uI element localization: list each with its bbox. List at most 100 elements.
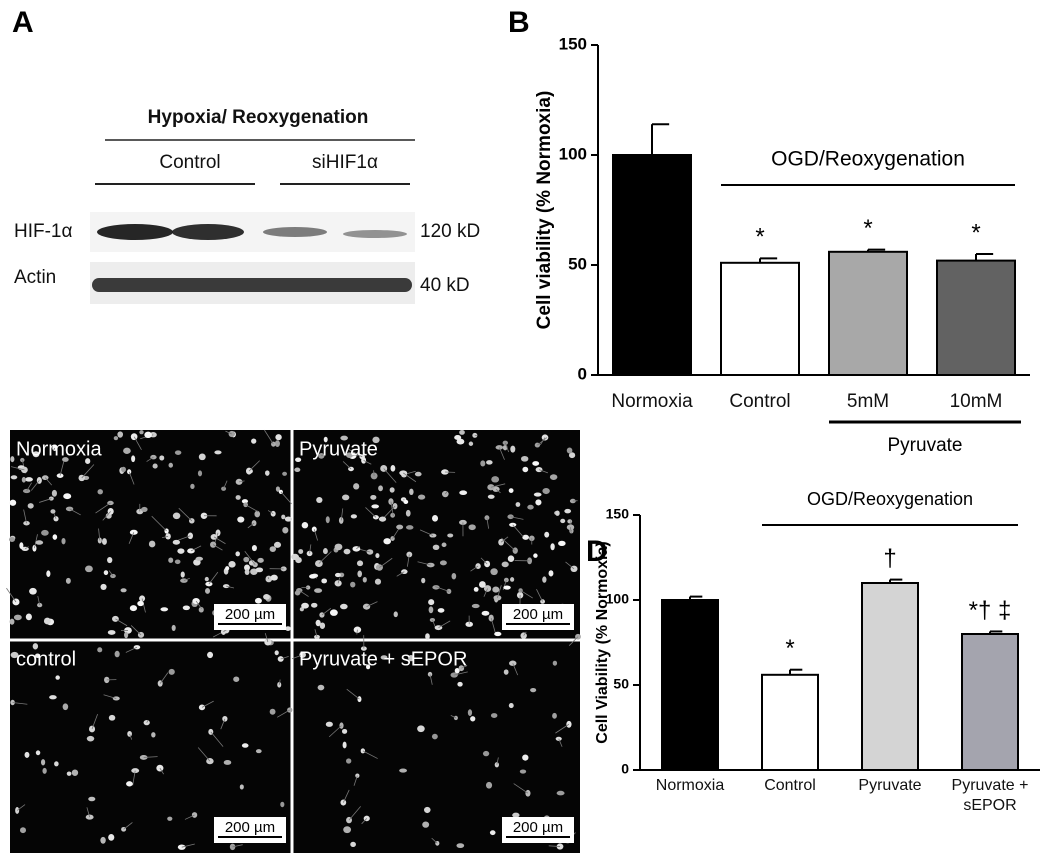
cell: [178, 844, 186, 849]
neurite: [374, 470, 375, 476]
cell: [41, 759, 45, 765]
cell: [282, 527, 288, 534]
cell: [181, 572, 185, 578]
cell: [35, 540, 43, 544]
cell: [415, 472, 422, 477]
cell: [256, 749, 262, 753]
cell: [233, 676, 239, 681]
cell: [454, 435, 461, 440]
cell: [271, 575, 278, 581]
cell: [510, 577, 514, 582]
cell: [172, 625, 176, 631]
cell: [489, 615, 494, 622]
cell: [173, 513, 181, 520]
annotation: *: [971, 219, 980, 246]
cell: [326, 722, 333, 727]
cell: [550, 543, 554, 550]
cell: [323, 548, 328, 554]
cell: [316, 497, 322, 503]
cell: [433, 545, 440, 550]
blot-group: Control: [159, 152, 220, 173]
cell: [532, 461, 539, 466]
cell: [417, 725, 425, 732]
cell: [530, 688, 536, 692]
cell: [173, 540, 180, 545]
cell: [22, 477, 26, 483]
y-tick-label: 0: [578, 364, 587, 383]
cell: [371, 504, 379, 508]
cell: [534, 493, 542, 497]
panel-label: B: [508, 6, 530, 39]
cell: [520, 770, 526, 774]
cell: [432, 515, 438, 522]
cell: [522, 467, 528, 472]
bar: [962, 634, 1018, 770]
cell: [169, 463, 173, 468]
bracket-label: OGD/Reoxygenation: [771, 148, 965, 171]
cell: [237, 516, 244, 522]
cell: [544, 532, 549, 538]
bar: [662, 600, 718, 770]
cell: [456, 843, 464, 848]
cell: [14, 615, 22, 621]
cell: [394, 611, 398, 617]
cell: [383, 538, 391, 544]
cell: [424, 807, 431, 813]
x-tick-label: Normoxia: [598, 392, 706, 412]
cell: [504, 669, 509, 674]
cell: [149, 541, 155, 548]
scale-bar-label: 200 µm: [225, 819, 275, 836]
y-tick-label: 50: [613, 676, 629, 692]
cell: [350, 582, 355, 588]
x-tick-label-box: Pyruvate: [840, 776, 940, 824]
cell: [452, 573, 457, 579]
cell: [255, 598, 262, 604]
cell: [512, 813, 519, 818]
cell: [285, 516, 292, 521]
cell: [468, 709, 472, 716]
cell: [177, 548, 184, 553]
cell: [567, 447, 573, 453]
cell: [100, 837, 105, 844]
cell: [442, 543, 447, 548]
cell: [274, 542, 281, 548]
cell: [390, 487, 395, 492]
y-tick-label: 100: [559, 144, 587, 163]
micrograph-label: Pyruvate + sEPOR: [299, 648, 467, 670]
cell: [44, 618, 51, 625]
cell: [196, 557, 203, 561]
cell: [20, 827, 26, 833]
blot-size: 40 kD: [420, 275, 470, 296]
cell: [151, 732, 155, 737]
cell: [301, 603, 309, 609]
cell: [175, 450, 181, 455]
cell: [490, 568, 497, 575]
cell: [53, 534, 58, 540]
cell: [396, 525, 403, 530]
cell: [549, 570, 554, 576]
cell: [343, 742, 347, 749]
scale-bar-label: 200 µm: [225, 606, 275, 623]
cell: [542, 576, 546, 582]
x-tick-label-box: Control: [740, 776, 840, 824]
x-tick-label: Control: [706, 392, 814, 412]
cell: [321, 578, 327, 583]
blot-row-name: HIF-1α: [14, 221, 73, 242]
cell: [199, 454, 206, 461]
cell: [109, 715, 115, 721]
cell: [318, 685, 325, 691]
cell: [123, 448, 131, 454]
cell: [55, 675, 59, 679]
cell: [42, 768, 46, 774]
cell: [535, 499, 541, 505]
cell: [459, 490, 467, 495]
cell: [11, 475, 18, 479]
cell: [432, 734, 438, 740]
cell: [112, 616, 119, 622]
cell: [335, 544, 343, 551]
x-tick-label: Normoxia: [651, 776, 729, 796]
cell: [252, 545, 257, 551]
cell: [560, 519, 565, 523]
cell: [29, 588, 37, 595]
cell: [406, 525, 414, 529]
